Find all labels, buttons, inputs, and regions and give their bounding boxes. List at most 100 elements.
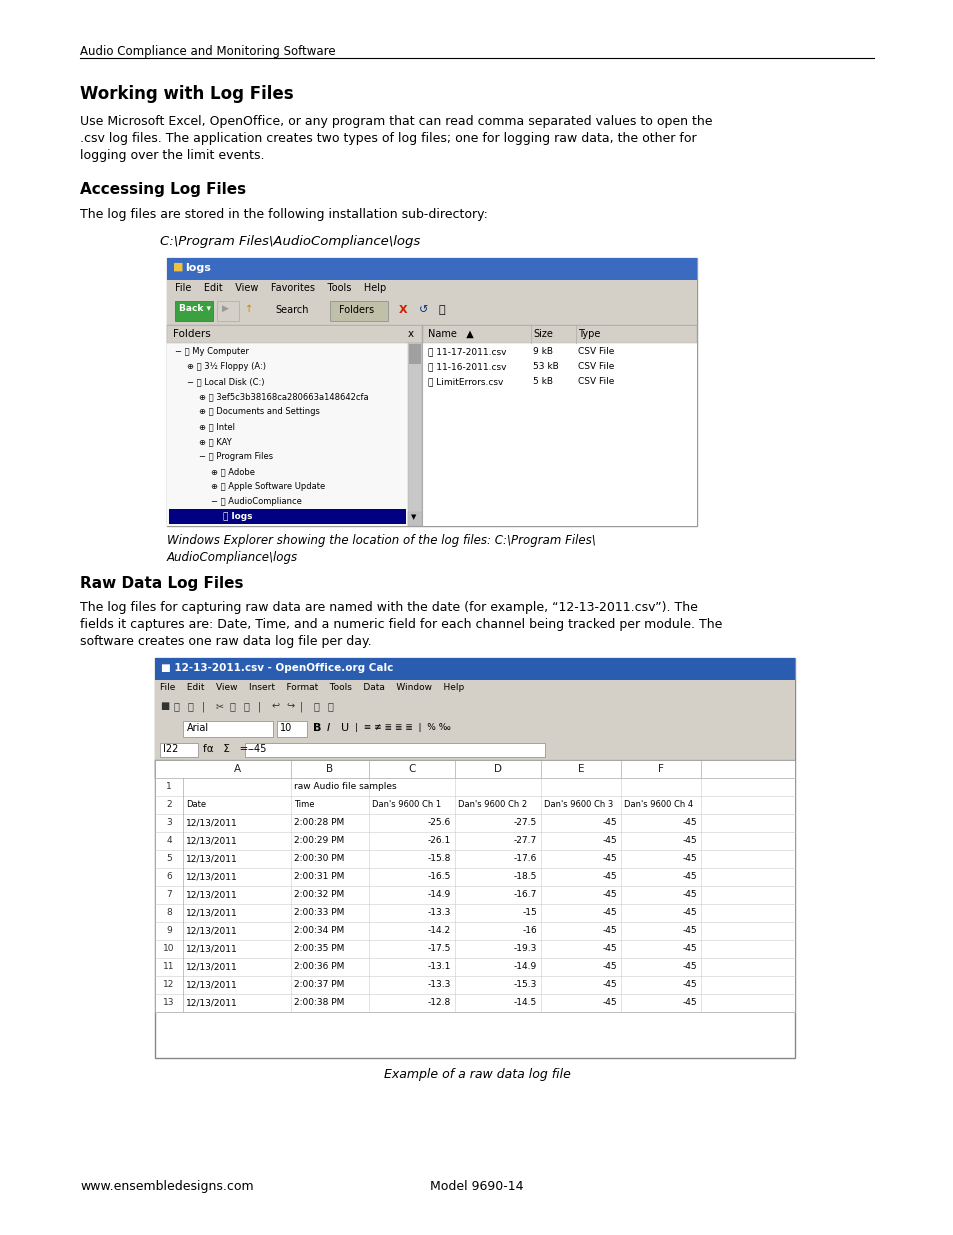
- Bar: [167, 258, 697, 280]
- Text: -13.3: -13.3: [427, 981, 451, 989]
- Text: fields it captures are: Date, Time, and a numeric field for each channel being t: fields it captures are: Date, Time, and …: [80, 618, 721, 631]
- Text: 📁 logs: 📁 logs: [223, 513, 253, 521]
- Text: Type: Type: [578, 329, 599, 338]
- Text: 12/13/2011: 12/13/2011: [186, 872, 237, 881]
- Text: 2:00:36 PM: 2:00:36 PM: [294, 962, 344, 971]
- Text: -45: -45: [601, 853, 617, 863]
- Text: ⊕ 📁 Apple Software Update: ⊕ 📁 Apple Software Update: [211, 482, 325, 492]
- Text: Working with Log Files: Working with Log Files: [80, 85, 294, 103]
- Text: |: |: [299, 701, 303, 711]
- Text: ■: ■: [160, 701, 169, 711]
- Text: -16: -16: [521, 926, 537, 935]
- Text: Folders: Folders: [172, 329, 211, 338]
- Text: --45: --45: [248, 743, 267, 755]
- Text: 5: 5: [166, 853, 172, 863]
- Text: 7: 7: [166, 890, 172, 899]
- Bar: [154, 760, 183, 778]
- Text: Dan's 9600 Ch 2: Dan's 9600 Ch 2: [457, 800, 527, 809]
- Text: − 📁 Local Disk (C:): − 📁 Local Disk (C:): [187, 377, 264, 387]
- Text: The log files for capturing raw data are named with the date (for example, “12-1: The log files for capturing raw data are…: [80, 601, 698, 614]
- Text: -16.7: -16.7: [513, 890, 537, 899]
- Text: X: X: [398, 305, 407, 315]
- Text: ⊕ 📁 3½ Floppy (A:): ⊕ 📁 3½ Floppy (A:): [187, 362, 266, 370]
- Bar: [276, 721, 307, 737]
- Text: -45: -45: [601, 872, 617, 881]
- Text: Use Microsoft Excel, OpenOffice, or any program that can read comma separated va: Use Microsoft Excel, OpenOffice, or any …: [80, 115, 712, 128]
- Text: 3: 3: [166, 818, 172, 827]
- Text: 2:00:38 PM: 2:00:38 PM: [294, 998, 344, 1007]
- Bar: [174, 301, 213, 321]
- Text: raw Audio file samples: raw Audio file samples: [294, 782, 396, 790]
- Bar: [167, 325, 421, 526]
- Text: ⊕ 📁 KAY: ⊕ 📁 KAY: [199, 437, 232, 446]
- Text: x: x: [408, 329, 414, 338]
- Bar: [160, 743, 198, 757]
- Text: 12/13/2011: 12/13/2011: [186, 890, 237, 899]
- Text: -45: -45: [601, 836, 617, 845]
- Text: -15.8: -15.8: [427, 853, 451, 863]
- Text: 9: 9: [166, 926, 172, 935]
- Text: -45: -45: [681, 908, 697, 918]
- Text: 📄 11-17-2011.csv: 📄 11-17-2011.csv: [428, 347, 506, 356]
- Text: 📄 LimitErrors.csv: 📄 LimitErrors.csv: [428, 377, 503, 387]
- Bar: [408, 513, 421, 526]
- Text: 2:00:31 PM: 2:00:31 PM: [294, 872, 344, 881]
- Text: 8: 8: [166, 908, 172, 918]
- Text: F: F: [658, 764, 663, 774]
- Text: -45: -45: [681, 818, 697, 827]
- Text: -17.6: -17.6: [513, 853, 537, 863]
- Text: − 📁 AudioCompliance: − 📁 AudioCompliance: [211, 496, 301, 506]
- Bar: [154, 680, 794, 697]
- Bar: [154, 832, 183, 850]
- Text: -45: -45: [681, 981, 697, 989]
- Text: -25.6: -25.6: [427, 818, 451, 827]
- Bar: [154, 868, 183, 885]
- Text: 12/13/2011: 12/13/2011: [186, 836, 237, 845]
- Bar: [154, 940, 183, 958]
- Text: -26.1: -26.1: [427, 836, 451, 845]
- Text: Folders: Folders: [338, 305, 374, 315]
- Bar: [154, 904, 183, 923]
- Text: 📄 11-16-2011.csv: 📄 11-16-2011.csv: [428, 362, 506, 370]
- Text: A: A: [233, 764, 240, 774]
- Text: -12.8: -12.8: [427, 998, 451, 1007]
- Text: − 🖥 My Computer: − 🖥 My Computer: [174, 347, 249, 356]
- Text: -16.5: -16.5: [427, 872, 451, 881]
- Text: ↩: ↩: [272, 701, 280, 711]
- Bar: [154, 923, 183, 940]
- Text: -14.5: -14.5: [514, 998, 537, 1007]
- Text: -27.5: -27.5: [514, 818, 537, 827]
- Bar: [154, 958, 183, 976]
- Text: .csv log files. The application creates two types of log files; one for logging : .csv log files. The application creates …: [80, 132, 696, 144]
- Text: fα   Σ   =: fα Σ =: [203, 743, 248, 755]
- Text: 2:00:28 PM: 2:00:28 PM: [294, 818, 344, 827]
- Text: software creates one raw data log file per day.: software creates one raw data log file p…: [80, 635, 372, 648]
- Text: -17.5: -17.5: [427, 944, 451, 953]
- Text: CSV File: CSV File: [578, 362, 614, 370]
- Text: |  ≡ ≢ ≣ ≣ ≣  |  % ‰: | ≡ ≢ ≣ ≣ ≣ | % ‰: [355, 722, 451, 732]
- Text: Size: Size: [533, 329, 553, 338]
- Text: 5 kB: 5 kB: [533, 377, 553, 387]
- Text: U: U: [340, 722, 349, 734]
- Text: -45: -45: [681, 853, 697, 863]
- Text: -45: -45: [681, 872, 697, 881]
- Text: CSV File: CSV File: [578, 377, 614, 387]
- Text: 2:00:32 PM: 2:00:32 PM: [294, 890, 344, 899]
- Bar: [422, 325, 697, 526]
- Text: ⊕ 📁 Adobe: ⊕ 📁 Adobe: [211, 467, 254, 475]
- Text: 12/13/2011: 12/13/2011: [186, 944, 237, 953]
- Text: 4: 4: [166, 836, 172, 845]
- Text: -14.9: -14.9: [427, 890, 451, 899]
- Text: 6: 6: [166, 872, 172, 881]
- Bar: [154, 797, 183, 814]
- Text: -45: -45: [601, 944, 617, 953]
- Text: ⎘: ⎘: [230, 701, 235, 711]
- Text: logging over the limit events.: logging over the limit events.: [80, 149, 264, 162]
- Text: D: D: [494, 764, 501, 774]
- Text: Dan's 9600 Ch 4: Dan's 9600 Ch 4: [623, 800, 693, 809]
- Text: B: B: [326, 764, 334, 774]
- Bar: [245, 743, 544, 757]
- Text: The log files are stored in the following installation sub-directory:: The log files are stored in the followin…: [80, 207, 487, 221]
- Text: CSV File: CSV File: [578, 347, 614, 356]
- Text: ↑: ↑: [245, 304, 253, 314]
